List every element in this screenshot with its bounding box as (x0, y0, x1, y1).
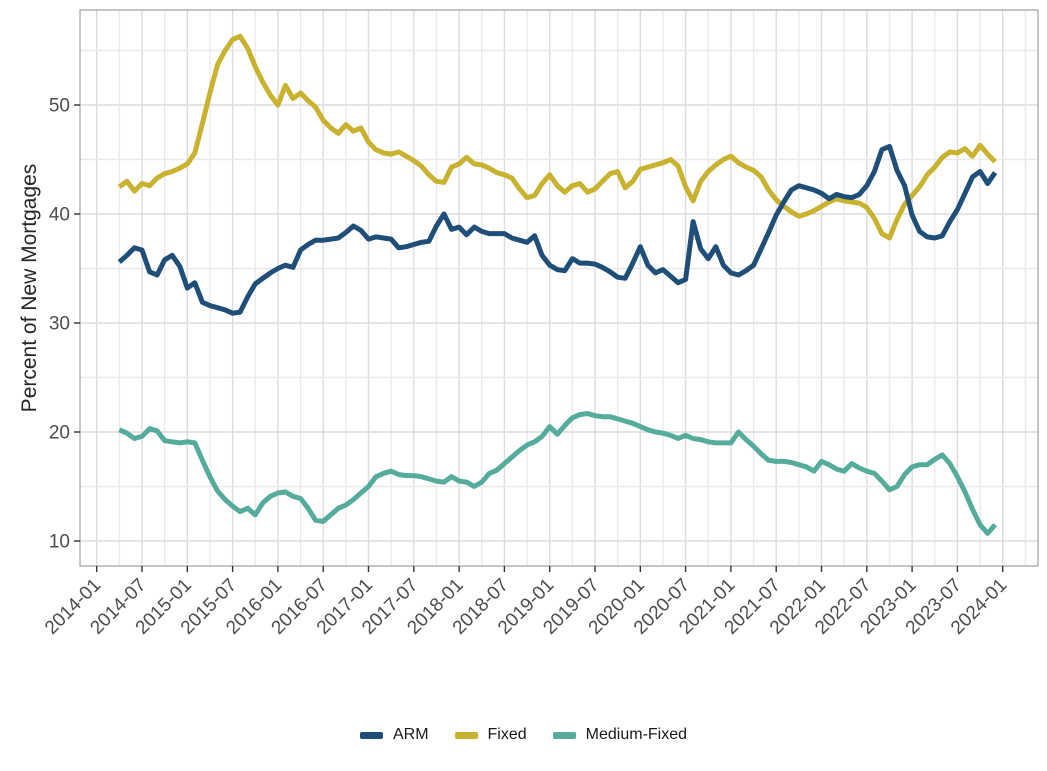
legend-label: ARM (392, 726, 429, 743)
panel-border (79, 9, 1039, 567)
series-line-fixed (117, 33, 997, 241)
legend-swatch-fixed (454, 731, 478, 739)
legend-label: Medium-Fixed (585, 726, 688, 743)
legend-swatch-arm (359, 731, 383, 739)
y-tick-label: 40 (49, 205, 70, 226)
series-line-arm (117, 143, 998, 316)
legend-item-medium-fixed: Medium-Fixed (552, 726, 688, 744)
legend-swatch-medium-fixed (552, 731, 576, 739)
legend-item-arm: ARM (359, 726, 429, 744)
chart-svg: 10203040502014-012014-072015-012015-0720… (41, 9, 1039, 639)
y-tick-label: 10 (49, 532, 70, 553)
y-tick-label: 20 (49, 423, 70, 444)
legend: ARM Fixed Medium-Fixed (0, 726, 1047, 744)
legend-label: Fixed (487, 726, 527, 743)
y-tick-label: 50 (49, 96, 70, 117)
y-axis-title: Percent of New Mortgages (18, 163, 41, 413)
legend-item-fixed: Fixed (454, 726, 527, 744)
series-line-medium-fixed (118, 411, 997, 536)
y-tick-label: 30 (49, 314, 70, 335)
